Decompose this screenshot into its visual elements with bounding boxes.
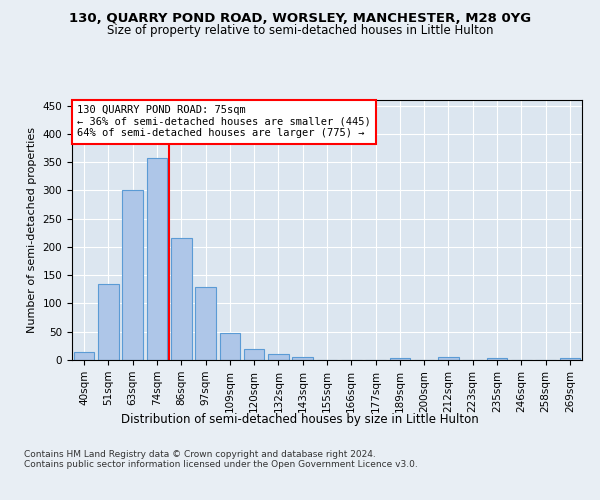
Bar (487, 358, 508, 360)
Bar (244, 348, 265, 360)
Text: Size of property relative to semi-detached houses in Little Hulton: Size of property relative to semi-detach… (107, 24, 493, 37)
Bar (195, 286, 216, 360)
Bar (292, 357, 313, 360)
Bar (98, 284, 119, 360)
Bar (220, 333, 240, 360)
Bar (560, 358, 580, 360)
Text: 130, QUARRY POND ROAD, WORSLEY, MANCHESTER, M28 0YG: 130, QUARRY POND ROAD, WORSLEY, MANCHEST… (69, 12, 531, 26)
Bar (438, 357, 459, 360)
Text: Distribution of semi-detached houses by size in Little Hulton: Distribution of semi-detached houses by … (121, 412, 479, 426)
Bar (74, 352, 94, 360)
Bar (389, 358, 410, 360)
Text: Contains HM Land Registry data © Crown copyright and database right 2024.
Contai: Contains HM Land Registry data © Crown c… (24, 450, 418, 469)
Bar (146, 158, 167, 360)
Y-axis label: Number of semi-detached properties: Number of semi-detached properties (27, 127, 37, 333)
Bar (122, 190, 143, 360)
Bar (171, 238, 191, 360)
Bar (268, 354, 289, 360)
Text: 130 QUARRY POND ROAD: 75sqm
← 36% of semi-detached houses are smaller (445)
64% : 130 QUARRY POND ROAD: 75sqm ← 36% of sem… (77, 105, 371, 138)
